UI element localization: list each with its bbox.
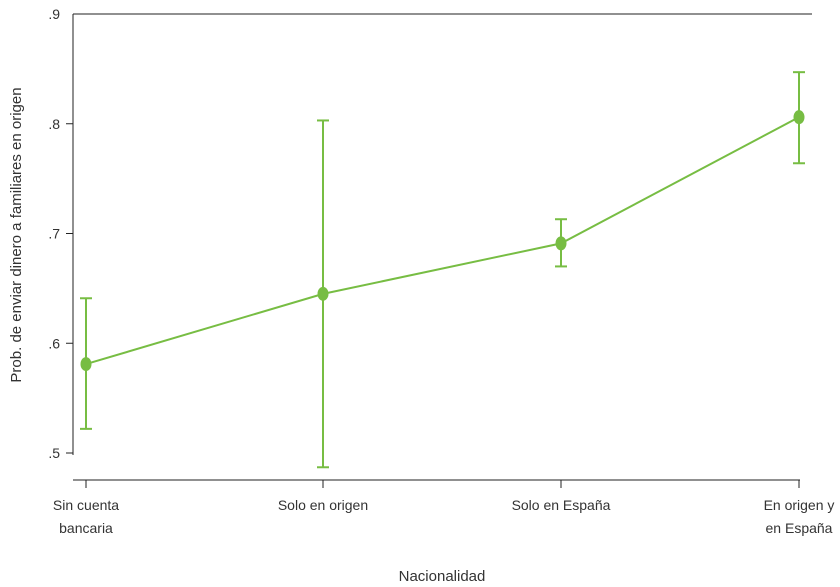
series	[80, 71, 805, 469]
axes	[72, 13, 812, 481]
x-tick-label: Solo en España	[512, 497, 611, 513]
y-tick-label: .6	[48, 335, 60, 351]
y-axis-title: Prob. de enviar dinero a familiares en o…	[8, 87, 25, 382]
x-ticks: Sin cuenta bancaria Solo en origen Solo en …	[53, 480, 835, 536]
x-axis-title: Nacionalidad	[399, 568, 486, 585]
data-point	[793, 110, 805, 125]
data-point	[80, 357, 92, 372]
x-tick-label: Solo en origen	[278, 497, 368, 513]
data-point	[317, 286, 329, 301]
data-point	[555, 236, 567, 251]
y-ticks: .5 .6 .7 .8 .9	[48, 6, 73, 461]
x-tick-label: En origen y en España	[764, 497, 835, 536]
x-tick-label: Sin cuenta bancaria	[53, 497, 119, 536]
series-line	[85, 116, 800, 366]
y-tick-label: .9	[48, 6, 60, 22]
y-tick-label: .8	[48, 116, 60, 132]
y-tick-label: .5	[48, 445, 60, 461]
y-tick-label: .7	[48, 226, 60, 242]
